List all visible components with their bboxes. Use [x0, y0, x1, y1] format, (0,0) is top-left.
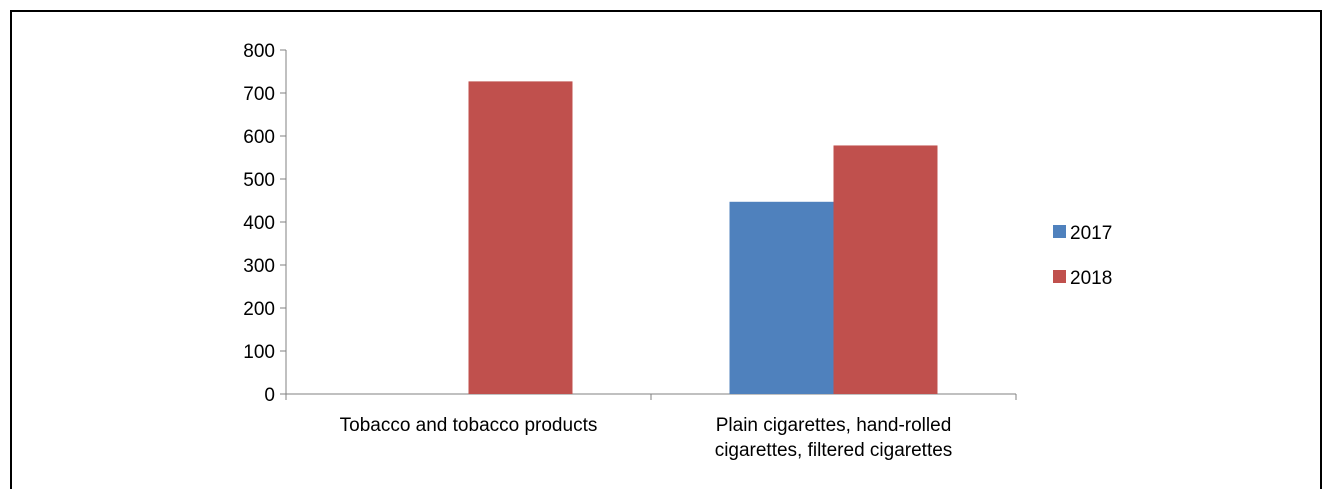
- legend: 2017 2018: [1053, 223, 1112, 289]
- bar-2018-2: [833, 145, 938, 394]
- legend-label-2017: 2017: [1070, 223, 1112, 244]
- bars: [468, 81, 938, 394]
- y-tick-label: 600: [243, 127, 275, 148]
- legend-swatch-2017: [1053, 225, 1066, 238]
- y-tick-label: 0: [264, 385, 275, 406]
- y-axis: 0 100 200 300 400 500 600 700 800: [243, 41, 287, 406]
- y-tick-label: 100: [243, 342, 275, 363]
- legend-swatch-2018: [1053, 270, 1066, 283]
- y-tick-label: 300: [243, 256, 275, 277]
- chart-frame: [10, 10, 1322, 489]
- x-category-label: Tobacco and tobacco products: [340, 415, 598, 436]
- legend-label-2018: 2018: [1070, 268, 1112, 289]
- x-category-label-line: Plain cigarettes, hand-rolled: [716, 415, 952, 436]
- x-category-label-line: Tobacco and tobacco products: [340, 415, 598, 436]
- y-tick-label: 800: [243, 41, 275, 62]
- bar-2018-1: [468, 81, 573, 394]
- y-tick-label: 400: [243, 213, 275, 234]
- y-tick-label: 200: [243, 299, 275, 320]
- x-category-label-line: cigarettes, filtered cigarettes: [715, 440, 953, 461]
- bar-2017-2: [729, 201, 834, 394]
- x-axis: Tobacco and tobacco products Plain cigare…: [285, 393, 1017, 461]
- y-tick-label: 700: [243, 84, 275, 105]
- y-tick-label: 500: [243, 170, 275, 191]
- x-category-label: Plain cigarettes, hand-rolled cigarettes,…: [715, 415, 953, 461]
